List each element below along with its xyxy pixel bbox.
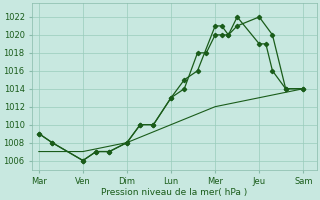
X-axis label: Pression niveau de la mer( hPa ): Pression niveau de la mer( hPa ) xyxy=(101,188,247,197)
